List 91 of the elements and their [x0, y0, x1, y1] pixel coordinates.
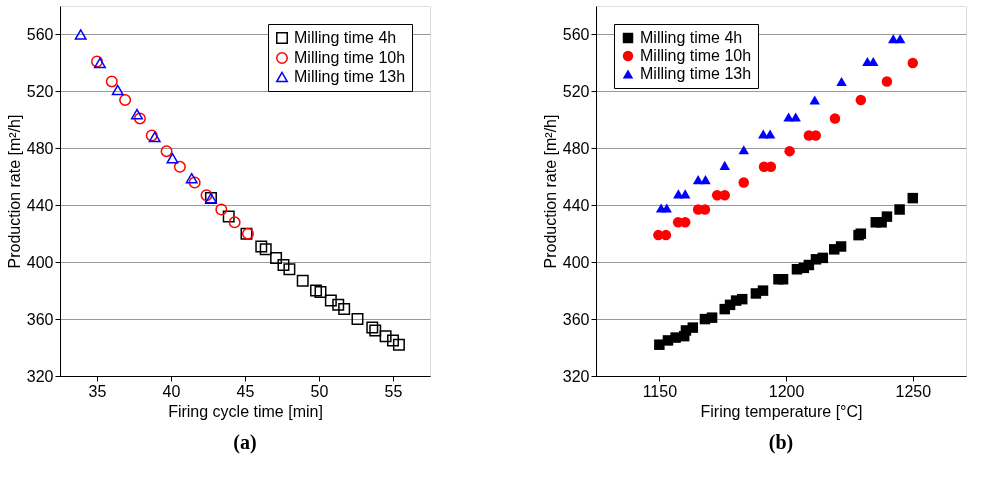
point	[706, 312, 718, 323]
point	[130, 108, 143, 120]
x-tick-label: 1200	[768, 382, 805, 400]
legend-label: Milling time 10h	[640, 47, 752, 64]
point	[817, 252, 829, 264]
point	[111, 84, 124, 96]
point	[836, 76, 847, 86]
x-tick-label: 40	[162, 382, 181, 400]
point	[835, 241, 847, 252]
legend-label: Milling time 4h	[640, 29, 743, 46]
point	[387, 334, 399, 347]
x-tick-label: 1150	[642, 382, 678, 400]
point	[881, 211, 893, 222]
point	[338, 303, 351, 316]
point	[738, 145, 749, 155]
point	[829, 113, 841, 124]
point	[790, 112, 801, 122]
point	[228, 216, 241, 229]
y-tick-label: 400	[562, 253, 590, 271]
text: (a)	[233, 431, 257, 454]
point	[310, 284, 323, 297]
point	[692, 175, 704, 185]
point	[200, 189, 213, 202]
y-tick-label: 320	[26, 367, 54, 385]
point	[738, 177, 749, 188]
point	[119, 93, 132, 106]
point	[855, 94, 867, 106]
y-axis-title: Production rate [m²/h]	[541, 114, 559, 269]
point	[283, 263, 296, 276]
point	[764, 129, 776, 139]
y-tick-label: 440	[26, 196, 54, 214]
point	[188, 176, 201, 189]
point	[784, 145, 795, 157]
point	[166, 152, 179, 164]
point	[314, 286, 327, 299]
point	[379, 330, 392, 343]
x-tick-label: 50	[310, 382, 329, 400]
y-tick-label: 360	[26, 310, 54, 328]
point	[894, 204, 905, 215]
y-axis-title: Production rate [m²/h]	[5, 114, 23, 269]
point	[894, 34, 906, 44]
point	[687, 322, 699, 333]
x-tick-label: 1250	[895, 382, 932, 400]
x-tick-label: 35	[88, 382, 107, 400]
point	[215, 203, 228, 216]
legend-label: Milling time 10h	[294, 49, 406, 66]
point	[105, 75, 118, 88]
y-tick-label: 560	[26, 25, 54, 43]
point	[907, 192, 919, 204]
point	[133, 112, 146, 125]
legend-label: Milling time 4h	[294, 29, 397, 46]
x-axis-title: Firing temperature [°C]	[700, 402, 863, 420]
point	[222, 210, 235, 223]
y-tick-label: 480	[26, 139, 54, 157]
point	[351, 313, 364, 326]
point	[185, 172, 198, 184]
point	[777, 273, 789, 285]
y-tick-label: 520	[562, 82, 590, 100]
y-tick-label: 480	[562, 139, 590, 157]
text: (b)	[768, 431, 794, 454]
y-tick-label: 440	[562, 196, 590, 214]
point	[160, 145, 173, 158]
point	[719, 190, 730, 201]
legend-label: Milling time 13h	[640, 65, 752, 82]
point	[661, 203, 672, 213]
y-tick-label: 400	[26, 253, 54, 271]
y-tick-label: 320	[562, 367, 590, 385]
point	[736, 293, 748, 305]
x-tick-label: 45	[236, 382, 255, 400]
point	[255, 240, 268, 253]
point	[719, 160, 730, 170]
point	[757, 285, 769, 296]
point	[332, 298, 345, 311]
y-tick-label: 560	[562, 25, 590, 43]
point	[296, 274, 309, 287]
point	[679, 189, 691, 199]
x-axis-title: Firing cycle time [min]	[168, 402, 323, 420]
x-tick-label: 55	[384, 382, 403, 400]
point	[259, 243, 272, 256]
point	[392, 338, 405, 351]
point	[270, 251, 283, 264]
point	[277, 259, 290, 271]
point	[700, 175, 711, 185]
y-tick-label: 520	[26, 82, 54, 100]
legend-label: Milling time 13h	[294, 68, 406, 85]
point	[881, 76, 893, 87]
point	[907, 57, 919, 69]
y-tick-label: 360	[562, 310, 590, 328]
point	[74, 29, 87, 40]
point	[173, 160, 186, 173]
point	[324, 294, 337, 307]
